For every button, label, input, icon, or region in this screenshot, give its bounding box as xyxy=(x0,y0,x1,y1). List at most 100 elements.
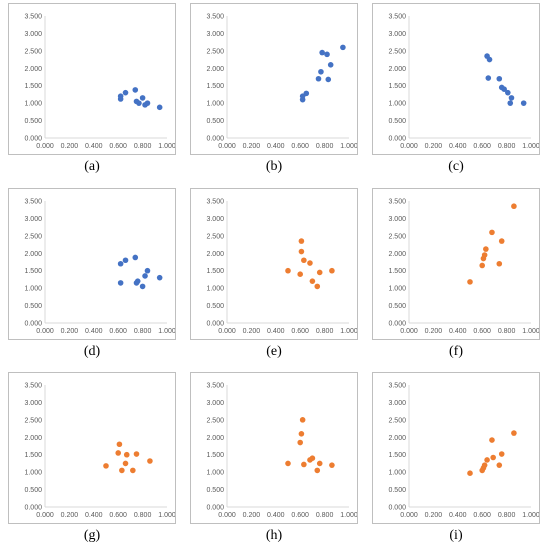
data-point xyxy=(116,441,123,448)
chart-frame: 0.000 0.500 1.000 1.500 2.000 2.500 3.000 3.500… xyxy=(8,188,176,340)
x-tick-label: 0.600 xyxy=(473,512,491,519)
data-point xyxy=(498,238,505,244)
data-point xyxy=(505,89,511,96)
data-point xyxy=(511,203,517,210)
y-tick-label: 2.500 xyxy=(24,48,42,55)
y-tick-label: 3.500 xyxy=(24,14,42,21)
x-tick-label: 0.200 xyxy=(243,143,261,150)
x-tick-label: 0.800 xyxy=(498,512,516,519)
data-point xyxy=(115,450,121,456)
y-tick-label: 1.000 xyxy=(206,286,224,293)
y-tick-label: 0.500 xyxy=(24,118,42,125)
y-tick-label: 3.500 xyxy=(206,199,224,206)
y-tick-label: 1.500 xyxy=(206,83,224,90)
data-point xyxy=(103,463,109,469)
chart-frame: 0.000 0.500 1.000 1.500 2.000 2.500 3.000 3.500… xyxy=(372,188,540,340)
x-tick-label: 0.200 xyxy=(425,512,443,519)
data-point xyxy=(309,455,316,461)
data-point xyxy=(156,104,163,111)
data-point xyxy=(132,254,139,261)
data-point xyxy=(318,68,324,75)
data-point xyxy=(147,458,153,464)
x-tick-label: 0.800 xyxy=(316,512,334,519)
x-tick-label: 0.800 xyxy=(498,143,516,150)
x-tick-label: 0.800 xyxy=(134,328,152,335)
data-point xyxy=(467,279,473,285)
data-point xyxy=(139,283,146,290)
y-tick-label: 0.500 xyxy=(388,303,406,310)
x-tick-label: 1.000 xyxy=(522,143,539,150)
data-point xyxy=(132,87,139,93)
x-tick-label: 0.400 xyxy=(85,328,103,335)
scatter-panel: 0.000 0.500 1.000 1.500 2.000 2.500 3.000 3.500… xyxy=(8,372,176,547)
x-tick-label: 0.400 xyxy=(449,512,467,519)
y-tick-label: 1.000 xyxy=(206,470,224,477)
data-point xyxy=(315,75,322,82)
y-tick-label: 2.500 xyxy=(206,417,224,424)
x-tick-label: 0.000 xyxy=(218,328,236,335)
scatter-chart: 0.000 0.500 1.000 1.500 2.000 2.500 3.000 3.500… xyxy=(24,383,175,520)
chart-frame: 0.000 0.500 1.000 1.500 2.000 2.500 3.000 3.500… xyxy=(372,3,540,155)
scatter-chart: 0.000 0.500 1.000 1.500 2.000 2.500 3.000 3.500… xyxy=(388,383,539,520)
scatter-panel: 0.000 0.500 1.000 1.500 2.000 2.500 3.000 3.500… xyxy=(8,188,176,363)
panel-caption: (i) xyxy=(449,528,463,543)
data-point xyxy=(303,90,310,97)
y-tick-label: 2.500 xyxy=(206,48,224,55)
x-tick-label: 0.400 xyxy=(267,143,285,150)
y-tick-label: 2.000 xyxy=(206,435,224,442)
data-point xyxy=(319,49,325,56)
chart-frame: 0.000 0.500 1.000 1.500 2.000 2.500 3.000 3.500… xyxy=(190,188,358,340)
y-tick-label: 3.000 xyxy=(206,31,224,38)
data-point xyxy=(119,467,125,474)
x-tick-label: 1.000 xyxy=(340,328,357,335)
y-tick-label: 0.500 xyxy=(206,487,224,494)
data-point xyxy=(117,260,124,267)
panel-caption: (h) xyxy=(265,528,283,543)
data-point xyxy=(156,274,163,281)
y-tick-label: 0.000 xyxy=(388,505,406,512)
data-point xyxy=(298,248,305,255)
data-point xyxy=(134,278,141,284)
scatter-chart: 0.000 0.500 1.000 1.500 2.000 2.500 3.000 3.500… xyxy=(24,199,175,336)
y-tick-label: 3.500 xyxy=(206,383,224,390)
data-point xyxy=(314,467,321,474)
y-tick-label: 0.000 xyxy=(388,321,406,328)
x-tick-label: 0.600 xyxy=(473,328,491,335)
data-point xyxy=(142,273,148,279)
data-point xyxy=(520,100,527,106)
x-tick-label: 0.600 xyxy=(291,512,309,519)
y-tick-label: 3.500 xyxy=(24,383,42,390)
y-tick-label: 1.500 xyxy=(24,268,42,275)
y-tick-label: 3.500 xyxy=(24,199,42,206)
y-tick-label: 0.500 xyxy=(24,487,42,494)
y-tick-label: 3.000 xyxy=(24,400,42,407)
x-tick-label: 1.000 xyxy=(158,512,175,519)
data-point xyxy=(122,460,129,467)
y-tick-label: 1.500 xyxy=(206,452,224,459)
scatter-panel: 0.000 0.500 1.000 1.500 2.000 2.500 3.000 3.500… xyxy=(372,188,540,363)
x-tick-label: 0.200 xyxy=(425,143,443,150)
panel-caption: (b) xyxy=(265,159,283,174)
data-point xyxy=(136,100,142,106)
x-tick-label: 0.600 xyxy=(473,143,491,150)
panel-caption: (d) xyxy=(83,344,101,359)
x-tick-label: 1.000 xyxy=(340,512,357,519)
x-tick-label: 1.000 xyxy=(340,143,357,150)
x-tick-label: 0.800 xyxy=(134,143,152,150)
x-tick-label: 0.800 xyxy=(316,328,334,335)
y-tick-label: 3.500 xyxy=(388,14,406,21)
y-tick-label: 1.500 xyxy=(24,83,42,90)
x-tick-label: 0.600 xyxy=(109,512,127,519)
x-tick-label: 0.200 xyxy=(61,512,79,519)
data-point xyxy=(490,454,496,461)
y-tick-label: 0.500 xyxy=(24,303,42,310)
x-tick-label: 0.400 xyxy=(449,328,467,335)
y-tick-label: 0.000 xyxy=(24,505,42,512)
data-point xyxy=(144,267,151,274)
data-point xyxy=(325,76,332,83)
data-point xyxy=(483,246,489,252)
y-tick-label: 0.500 xyxy=(388,118,406,125)
y-tick-label: 3.000 xyxy=(388,31,406,38)
data-point xyxy=(314,283,321,290)
y-tick-label: 0.000 xyxy=(388,136,406,143)
